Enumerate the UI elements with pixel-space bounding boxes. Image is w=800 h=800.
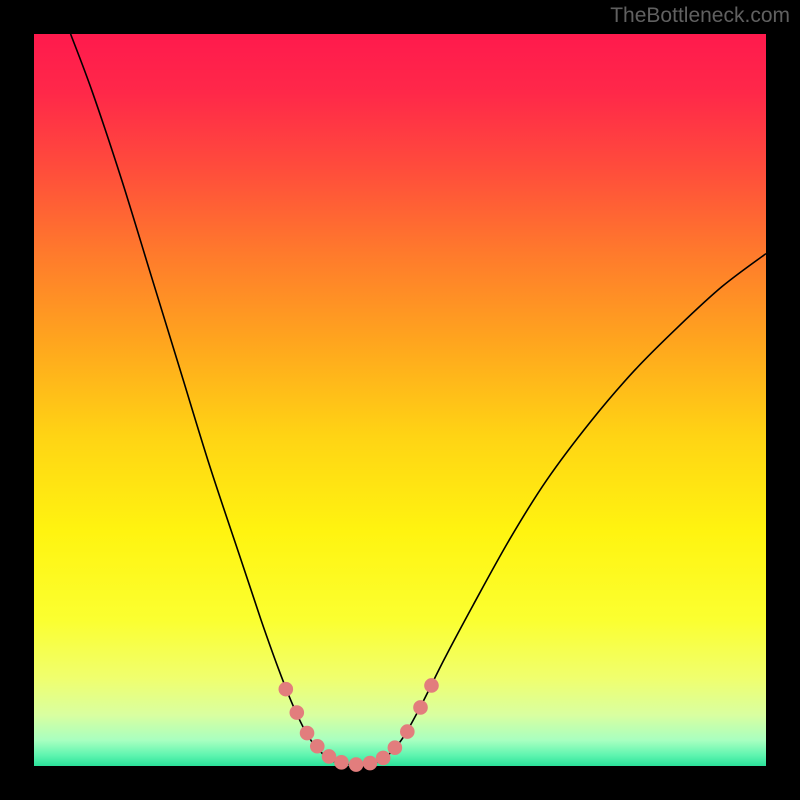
watermark-text: TheBottleneck.com [610, 4, 790, 28]
highlight-marker [424, 678, 439, 693]
highlight-marker [349, 757, 364, 772]
highlight-marker [363, 756, 378, 771]
highlight-marker [289, 705, 304, 720]
highlight-marker [413, 700, 428, 715]
highlight-marker [279, 682, 294, 697]
highlight-marker [300, 726, 315, 741]
highlight-marker [388, 740, 403, 755]
highlight-marker [334, 755, 349, 770]
bottleneck-chart [0, 0, 800, 800]
highlight-marker [400, 724, 415, 739]
highlight-marker [310, 739, 325, 754]
highlight-marker [376, 751, 391, 766]
plot-background [34, 34, 766, 766]
highlight-marker [322, 749, 337, 764]
